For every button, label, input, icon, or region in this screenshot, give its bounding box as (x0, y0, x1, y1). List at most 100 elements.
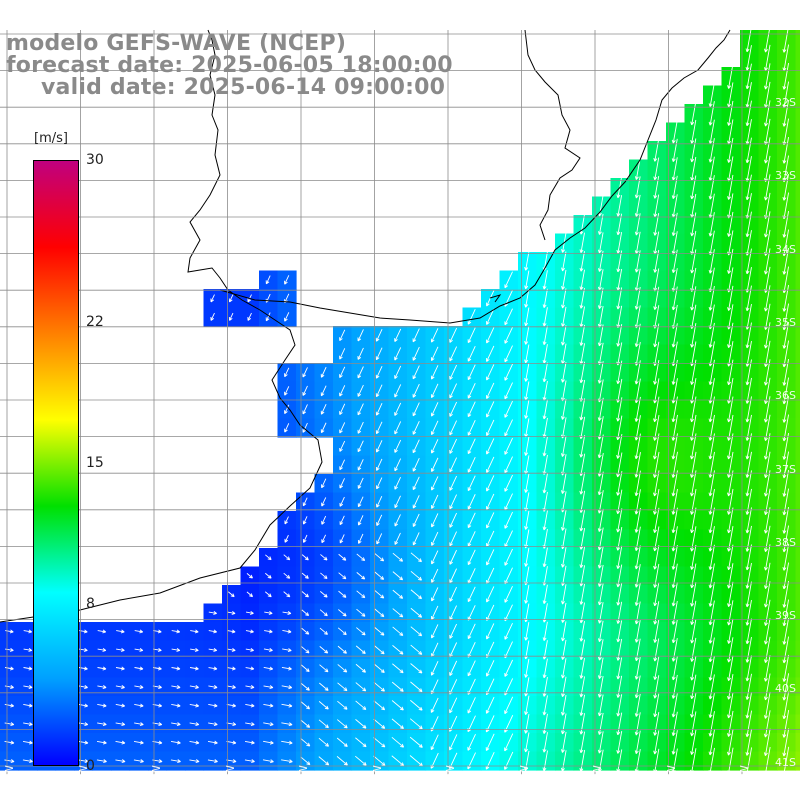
wind-arrow (597, 471, 604, 496)
wind-arrow (653, 656, 660, 680)
wind-arrow (467, 346, 476, 362)
colorbar-tick-label: 8 (86, 596, 95, 613)
wind-arrow (78, 759, 89, 764)
wind-arrow (283, 554, 291, 561)
wind-arrow (671, 138, 678, 162)
wind-arrow (171, 722, 181, 727)
wind-arrow (561, 306, 567, 327)
wind-arrow (357, 347, 364, 360)
wind-arrow (319, 664, 329, 673)
wind-arrow (355, 737, 367, 748)
wind-arrow (616, 232, 623, 254)
wind-cell (795, 492, 800, 512)
wind-arrow (171, 666, 181, 671)
wind-arrow (357, 440, 364, 453)
wind-arrow (708, 544, 715, 570)
wind-cell (795, 603, 800, 623)
colorbar-tick-label: 22 (86, 313, 104, 330)
wind-arrow (708, 619, 715, 644)
wind-arrow (339, 515, 345, 526)
wind-arrow (690, 433, 697, 460)
wind-arrow (597, 749, 604, 773)
wind-arrow (226, 666, 236, 671)
wind-arrow (302, 367, 308, 378)
wind-arrow (302, 534, 308, 543)
wind-arrow (763, 747, 771, 775)
wind-arrow (394, 439, 402, 453)
wind-arrow (467, 457, 476, 473)
wind-arrow (357, 403, 364, 416)
wind-arrow (782, 488, 790, 516)
wind-arrow (449, 383, 458, 399)
wind-arrow (392, 571, 404, 581)
valid-date: valid date: 2025-06-14 09:00:00 (41, 75, 446, 100)
wind-arrow (356, 590, 366, 599)
wind-arrow (690, 729, 697, 755)
wind-arrow (653, 286, 660, 310)
wind-arrow (337, 645, 347, 654)
wind-arrow (671, 378, 678, 404)
wind-cell (795, 455, 800, 475)
wind-arrow (4, 685, 14, 689)
wind-arrow (524, 473, 530, 493)
wind-arrow (671, 470, 678, 497)
wind-arrow (375, 440, 383, 453)
wind-arrow (745, 470, 752, 497)
wind-arrow (134, 666, 144, 671)
wind-arrow (208, 666, 218, 671)
wind-arrow (338, 609, 347, 617)
wind-arrow (263, 685, 274, 690)
wind-arrow (782, 673, 790, 701)
wind-arrow (782, 100, 790, 127)
wind-arrow (302, 497, 308, 507)
wind-arrow (23, 722, 33, 727)
wind-arrow (339, 348, 346, 360)
wind-arrow (97, 666, 107, 671)
wind-cell (795, 252, 800, 272)
wind-arrow (357, 459, 364, 471)
wind-arrow (708, 488, 715, 515)
wind-arrow (226, 740, 237, 745)
wind-cell (795, 640, 800, 660)
wind-arrow (745, 174, 752, 201)
wind-arrow (616, 415, 623, 441)
wind-arrow (504, 622, 513, 640)
wind-arrow (782, 636, 790, 664)
wind-arrow (283, 591, 291, 598)
wind-arrow (375, 421, 383, 435)
wind-arrow (708, 747, 715, 774)
wind-arrow (247, 312, 252, 321)
wind-arrow (634, 360, 641, 385)
wind-arrow (579, 749, 586, 772)
wind-arrow (782, 26, 790, 53)
wind-arrow (449, 660, 458, 676)
wind-arrow (653, 507, 660, 533)
wind-arrow (653, 582, 660, 607)
wind-arrow (764, 581, 771, 608)
wind-arrow (339, 440, 346, 452)
wind-arrow (338, 590, 347, 598)
wind-arrow (284, 275, 290, 285)
wind-arrow (485, 660, 495, 677)
wind-arrow (782, 543, 790, 571)
wind-arrow (265, 572, 272, 579)
wind-arrow (579, 583, 586, 605)
wind-arrow (597, 287, 604, 310)
wind-arrow (410, 626, 423, 637)
wind-arrow (560, 509, 567, 531)
wind-arrow (542, 713, 548, 734)
wind-arrow (597, 324, 604, 347)
wind-arrow (542, 270, 548, 290)
wind-arrow (690, 637, 697, 662)
wind-arrow (394, 532, 401, 545)
wind-arrow (690, 544, 697, 570)
wind-arrow (708, 637, 715, 663)
wind-arrow (671, 748, 678, 774)
wind-arrow (542, 344, 548, 364)
wind-cell (795, 30, 800, 50)
wind-cell (795, 270, 800, 290)
wind-arrow (653, 194, 660, 218)
wind-arrow (745, 636, 752, 663)
wind-arrow (561, 362, 567, 383)
wind-arrow (727, 692, 734, 719)
